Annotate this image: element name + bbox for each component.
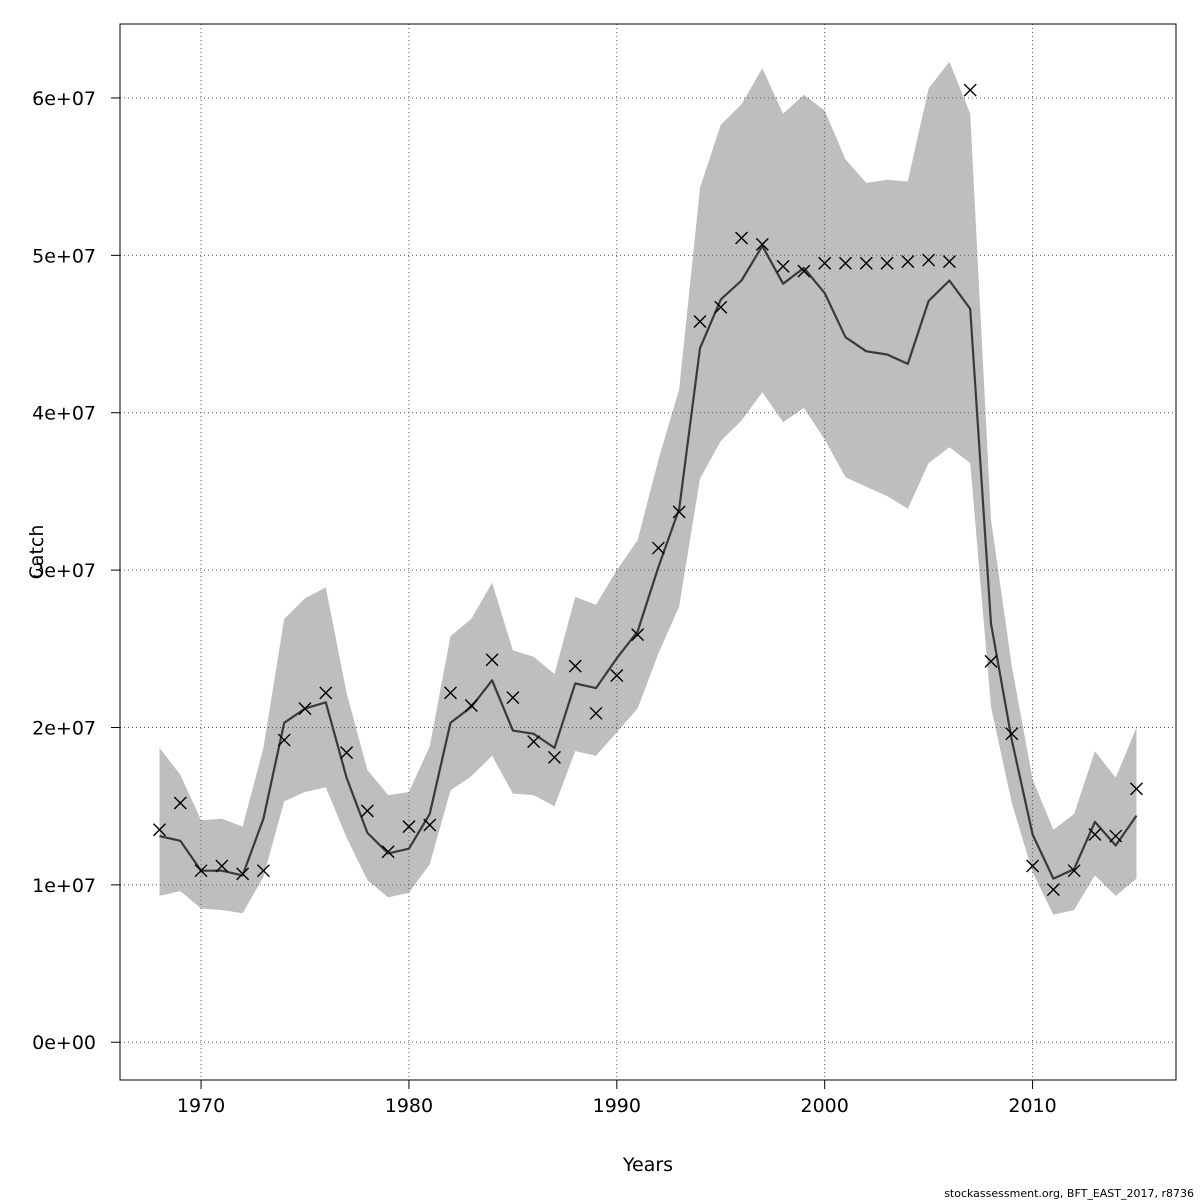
observed-point <box>215 859 229 873</box>
y-tick-label: 4e+07 <box>32 403 96 425</box>
confidence-band <box>159 61 1137 915</box>
x-axis-title: Years <box>622 1154 673 1176</box>
observed-point <box>423 818 437 832</box>
observed-point <box>797 264 811 278</box>
y-tick-label: 3e+07 <box>32 560 96 582</box>
observed-point <box>963 83 977 97</box>
observed-point <box>256 864 270 878</box>
observed-point <box>984 654 998 668</box>
x-tick-label: 2010 <box>1008 1095 1056 1117</box>
y-tick-label: 0e+00 <box>32 1032 96 1054</box>
observed-point <box>714 300 728 314</box>
observed-point <box>547 750 561 764</box>
observed-point <box>319 686 333 700</box>
observed-point <box>1067 864 1081 878</box>
observed-point <box>589 706 603 720</box>
y-tick-label: 2e+07 <box>32 717 96 739</box>
y-tick-label: 1e+07 <box>32 875 96 897</box>
observed-point <box>277 733 291 747</box>
observed-point <box>672 505 686 519</box>
x-tick-label: 1980 <box>385 1095 433 1117</box>
observed-point <box>818 256 832 270</box>
credit-text: stockassessment.org, BFT_EAST_2017, r873… <box>944 1187 1194 1200</box>
observed-point <box>1026 859 1040 873</box>
observed-point <box>610 669 624 683</box>
grid-layer <box>120 24 1176 1080</box>
observed-point <box>464 698 478 712</box>
observed-point <box>1088 827 1102 841</box>
observed-point <box>298 702 312 716</box>
observed-point <box>651 541 665 555</box>
observed-point <box>880 256 894 270</box>
confidence-band-layer <box>159 61 1137 915</box>
x-tick-label: 2000 <box>801 1095 849 1117</box>
point-layer <box>153 83 1143 897</box>
observed-point <box>1130 782 1143 796</box>
y-tick-label: 6e+07 <box>32 88 96 110</box>
observed-point <box>942 255 956 269</box>
observed-point <box>568 659 582 673</box>
observed-point <box>1005 727 1019 741</box>
observed-point <box>340 746 354 760</box>
observed-point <box>838 256 852 270</box>
observed-point <box>859 256 873 270</box>
observed-point <box>1109 829 1123 843</box>
x-tick-label: 1970 <box>177 1095 225 1117</box>
observed-point <box>153 823 166 837</box>
observed-point <box>173 796 187 810</box>
y-tick-label: 5e+07 <box>32 245 96 267</box>
observed-point <box>402 820 416 834</box>
y-axis-title: Catch <box>26 525 48 580</box>
estimate-line <box>159 244 1138 880</box>
observed-point <box>381 845 395 859</box>
observed-point <box>901 255 915 269</box>
observed-point <box>527 735 541 749</box>
observed-point <box>485 653 499 667</box>
observed-point <box>693 314 707 328</box>
observed-point <box>735 231 749 245</box>
observed-point <box>444 686 458 700</box>
observed-point <box>194 864 208 878</box>
plot-frame <box>119 23 1177 1081</box>
observed-point <box>922 253 936 267</box>
observed-point <box>1046 883 1060 897</box>
observed-point <box>360 804 374 818</box>
observed-point <box>776 259 790 273</box>
observed-point <box>236 867 250 881</box>
axis-layer: 1970 1980 1990 2000 2010 0e+00 1e+07 2e+07 3e+07… <box>32 88 1057 1117</box>
observed-point <box>506 691 520 705</box>
line-layer <box>159 244 1138 880</box>
x-tick-label: 1990 <box>593 1095 641 1117</box>
observed-point <box>755 237 769 251</box>
observed-point <box>631 628 645 642</box>
